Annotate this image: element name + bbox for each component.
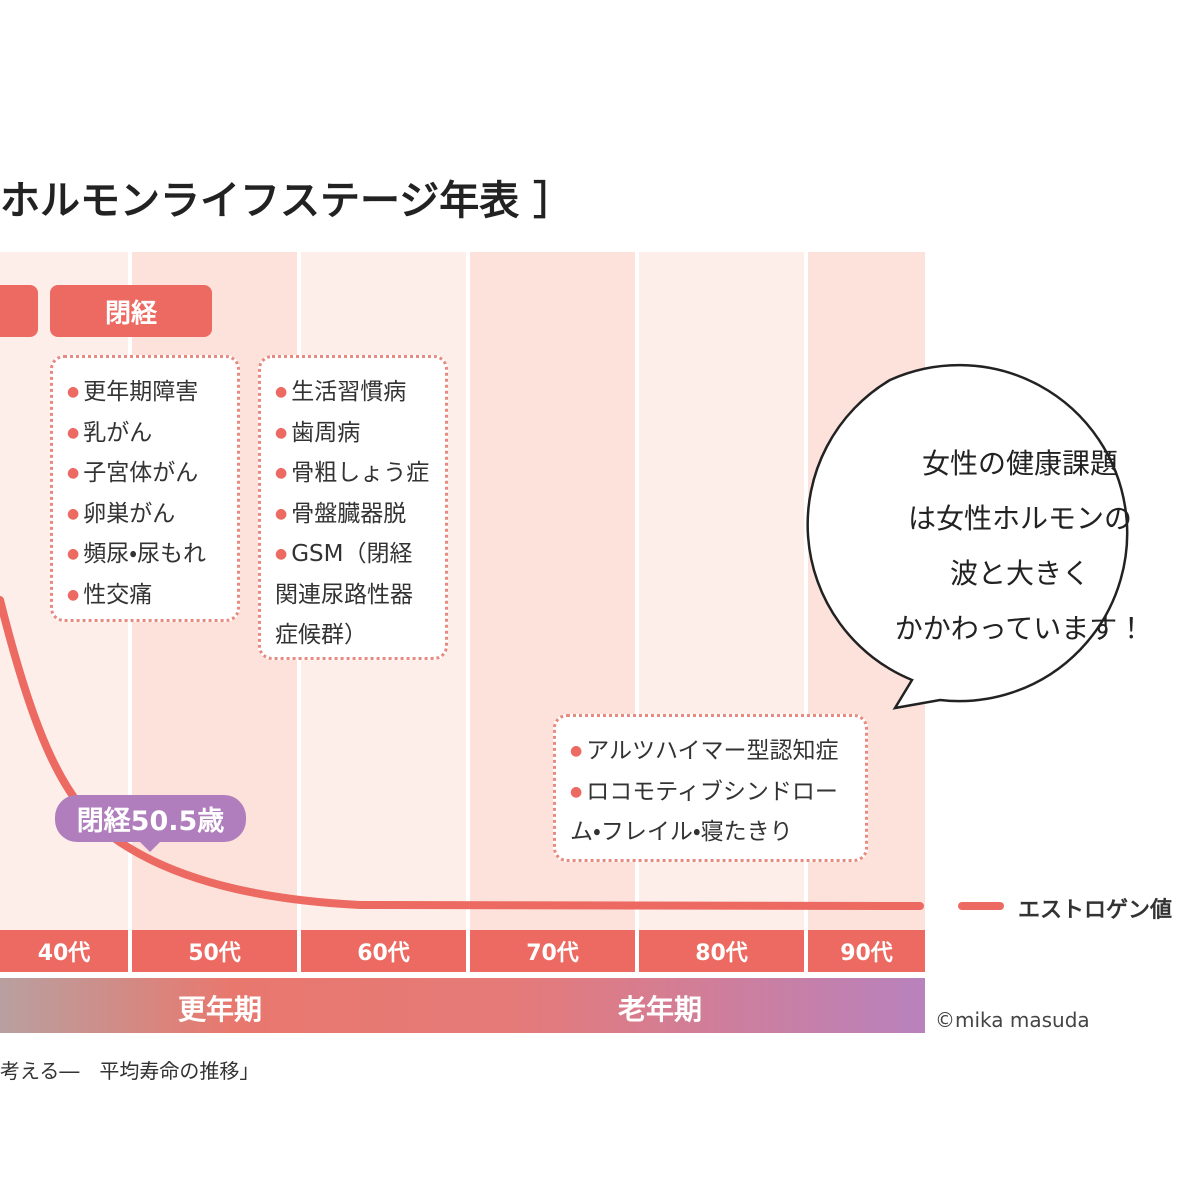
item: 子宮体がん [67,453,223,494]
disease-box: アルツハイマー型認知症 ロコモティブシンドローム・フレイル・寝たきり [553,714,868,862]
bubble-text: かかわっています！ [894,612,1146,645]
item: 歯周病 [275,413,431,454]
item: 生活習慣病 [275,372,431,413]
decade: 90代 [808,930,925,972]
title: ホルモンライフステージ年表 ］ [0,178,574,224]
disease-box: 更年期障害 乳がん 子宮体がん 卵巣がん 頻尿・尿もれ 性交痛 [50,355,240,622]
source: 考える― 平均寿命の推移」 [0,1059,260,1083]
stage-bar [0,978,925,1033]
item: 乳がん [67,413,223,454]
annotation: 閉経50.5歳 [55,795,246,842]
item: ロコモティブシンドローム・フレイル・寝たきり [570,772,851,853]
stage-pill [0,285,38,337]
item: 更年期障害 [67,372,223,413]
disease-box: 生活習慣病 歯周病 骨粗しょう症 骨盤臓器脱 GSM（閉経関連尿路性器症候群） [258,355,448,660]
bubble-text: 女性の健康課題 [921,447,1118,480]
stage-pill: 閉経 [50,285,212,337]
item: アルツハイマー型認知症 [570,731,851,772]
item: 骨盤臓器脱 [275,494,431,535]
speech-bubble [806,363,1129,710]
decade: 70代 [470,930,635,972]
decade: 60代 [301,930,466,972]
stage-label: 老年期 [617,993,702,1026]
credit: ©mika masuda [935,1008,1090,1032]
bubble-text: は女性ホルモンの [907,502,1132,535]
decade: 50代 [132,930,297,972]
decade: 40代 [0,930,128,972]
item: 性交痛 [67,575,223,616]
stage-label: 更年期 [177,993,262,1026]
item: 卵巣がん [67,494,223,535]
item: 骨粗しょう症 [275,453,431,494]
callout-tip [140,842,160,852]
decade: 80代 [639,930,804,972]
legend-label: エストロゲン値 [1018,898,1173,923]
bubble-text: 波と大きく [949,557,1090,590]
item: 頻尿・尿もれ [67,534,223,575]
item: GSM（閉経関連尿路性器症候群） [275,534,431,656]
